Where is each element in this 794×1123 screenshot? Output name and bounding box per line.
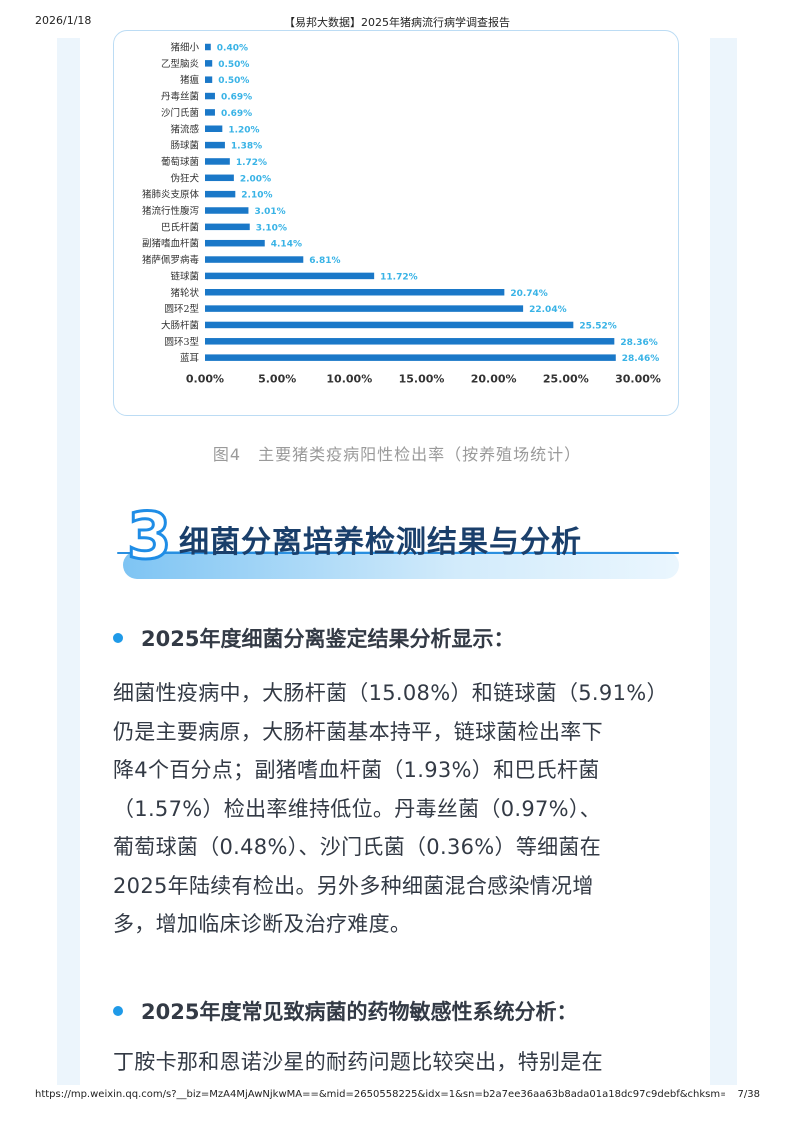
bar (205, 190, 236, 198)
category-label: 副猪嗜血杆菌 (142, 238, 199, 250)
print-footer: https://mp.weixin.qq.com/s?__biz=MzA4MjA… (0, 1089, 794, 1105)
bullet-heading-2-text: 2025年度常见致病菌的药物敏感性系统分析： (141, 1000, 578, 1024)
category-label: 丹毒丝菌 (161, 91, 199, 103)
x-tick-label: 20.00% (471, 373, 517, 386)
bullet-heading-1: 2025年度细菌分离鉴定结果分析显示： (113, 624, 693, 654)
data-label: 0.50% (218, 60, 249, 70)
bar (205, 321, 574, 329)
data-label: 1.72% (236, 158, 267, 168)
figure-caption: 图4 主要猪类疫病阳性检出率（按养殖场统计） (212, 445, 582, 464)
category-label: 圆环2型 (164, 304, 199, 315)
page-number: 7/38 (737, 1089, 760, 1100)
data-label: 1.20% (228, 125, 259, 135)
data-label: 3.01% (254, 207, 285, 217)
bar (205, 125, 223, 132)
x-tick-label: 30.00% (615, 373, 661, 386)
x-tick-label: 5.00% (258, 373, 296, 386)
category-label: 沙门氏菌 (161, 107, 199, 119)
bar (205, 158, 230, 165)
bar (205, 338, 615, 345)
bar (205, 76, 213, 83)
bar-chart: 猪细小 0.40% 乙型脑炎 0.50% 猪瘟 0.50% 丹毒丝菌 0.69% 沙门氏菌 0.6… (142, 42, 661, 386)
data-label: 28.36% (620, 338, 658, 348)
section-banner: 3 细菌分离培养检测结果与分析 (113, 500, 679, 587)
bar (205, 109, 215, 116)
paragraph-2: 丁胺卡那和恩诺沙星的耐药问题比较突出，特别是在 (113, 1043, 693, 1082)
category-label: 链球菌 (170, 270, 199, 282)
paragraph-line: 多，增加临床诊断及治疗难度。 (113, 912, 412, 936)
category-label: 伪狂犬 (170, 172, 199, 184)
print-title: 【易邦大数据】2025年猪病流行病学调查报告 (284, 16, 510, 29)
category-label: 蓝耳 (180, 352, 199, 364)
bullet-dot (113, 633, 123, 643)
category-label: 葡萄球菌 (161, 156, 199, 168)
bar (205, 92, 215, 100)
bar (205, 223, 250, 231)
bar (205, 174, 234, 182)
x-tick-label: 15.00% (399, 373, 445, 386)
data-label: 0.69% (221, 109, 252, 119)
bar (205, 354, 616, 361)
bar (205, 289, 505, 296)
banner-line (117, 552, 679, 554)
print-header: 2026/1/18 【易邦大数据】2025年猪病流行病学调查报告 (0, 14, 794, 30)
data-label: 20.74% (510, 289, 547, 299)
paragraph-line: 2025年陆续有检出。另外多种细菌混合感染情况增 (113, 873, 594, 898)
x-tick-label: 25.00% (543, 373, 589, 386)
bar (205, 141, 225, 149)
paragraph-line: 细菌性疫病中，大肠杆菌（15.08%）和链球菌（5.91%） (113, 681, 668, 705)
data-label: 2.10% (241, 191, 272, 201)
paragraph-line: （1.57%）检出率维持低位。丹毒丝菌（0.97%）、 (113, 796, 602, 821)
category-label: 猪萨佩罗病毒 (142, 254, 200, 266)
bar (205, 43, 211, 51)
data-label: 3.10% (256, 223, 287, 233)
x-tick-label: 0.00% (186, 373, 224, 386)
category-label: 猪肺炎支原体 (142, 189, 200, 201)
category-label: 猪流行性腹泻 (142, 205, 199, 217)
data-label: 2.00% (240, 174, 271, 184)
category-label: 猪流感 (170, 123, 199, 135)
data-label: 0.40% (217, 44, 248, 54)
data-label: 25.52% (579, 321, 617, 331)
x-tick-label: 10.00% (326, 373, 372, 386)
bar (205, 239, 265, 247)
data-label: 1.38% (231, 142, 262, 152)
bullet-heading-2: 2025年度常见致病菌的药物敏感性系统分析： (113, 997, 693, 1027)
banner-bar (123, 551, 679, 579)
data-label: 6.81% (309, 256, 340, 266)
category-label: 大肠杆菌 (161, 319, 199, 331)
bullet-dot (113, 1006, 123, 1016)
category-label: 圆环3型 (164, 337, 199, 348)
paragraph-1: 细菌性疫病中，大肠杆菌（15.08%）和链球菌（5.91%） 仍是主要病原，大肠… (113, 674, 693, 944)
bar (205, 60, 213, 67)
bar (205, 305, 524, 312)
bar (205, 207, 249, 214)
bullet-heading-1-text: 2025年度细菌分离鉴定结果分析显示： (141, 627, 515, 651)
bar (205, 272, 375, 280)
paragraph-line: 葡萄球菌（0.48%）、沙门氏菌（0.36%）等细菌在 (113, 835, 602, 859)
page-url: https://mp.weixin.qq.com/s?__biz=MzA4MjA… (35, 1089, 725, 1100)
bar (205, 256, 304, 263)
category-label: 猪瘟 (180, 74, 200, 86)
data-label: 11.72% (380, 272, 418, 282)
data-label: 4.14% (271, 240, 302, 250)
data-label: 28.46% (622, 354, 660, 364)
paragraph-line: 降4个百分点；副猪嗜血杆菌（1.93%）和巴氏杆菌 (113, 758, 600, 782)
category-label: 猪轮状 (170, 287, 199, 299)
category-label: 乙型脑炎 (161, 58, 200, 70)
print-date: 2026/1/18 (35, 14, 92, 27)
paragraph-line: 仍是主要病原，大肠杆菌基本持平，链球菌检出率下 (113, 719, 603, 744)
paragraph-line: 丁胺卡那和恩诺沙星的耐药问题比较突出，特别是在 (113, 1050, 603, 1074)
data-label: 0.50% (218, 76, 249, 86)
data-label: 0.69% (221, 93, 252, 103)
category-label: 巴氏杆菌 (161, 221, 199, 233)
section-title: 细菌分离培养检测结果与分析 (179, 525, 582, 560)
data-label: 22.04% (529, 305, 567, 315)
section-number: 3 (126, 500, 174, 574)
category-label: 肠球菌 (170, 140, 199, 152)
category-label: 猪细小 (170, 42, 199, 54)
